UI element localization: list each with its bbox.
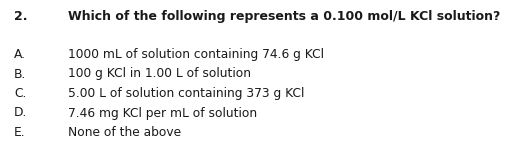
Text: 7.46 mg KCl per mL of solution: 7.46 mg KCl per mL of solution xyxy=(68,106,257,119)
Text: 2.: 2. xyxy=(14,10,28,23)
Text: None of the above: None of the above xyxy=(68,126,181,139)
Text: 5.00 L of solution containing 373 g KCl: 5.00 L of solution containing 373 g KCl xyxy=(68,87,304,100)
Text: A.: A. xyxy=(14,48,26,61)
Text: D.: D. xyxy=(14,106,28,119)
Text: C.: C. xyxy=(14,87,27,100)
Text: 100 g KCl in 1.00 L of solution: 100 g KCl in 1.00 L of solution xyxy=(68,67,251,81)
Text: E.: E. xyxy=(14,126,25,139)
Text: B.: B. xyxy=(14,67,27,81)
Text: 1000 mL of solution containing 74.6 g KCl: 1000 mL of solution containing 74.6 g KC… xyxy=(68,48,324,61)
Text: Which of the following represents a 0.100 mol/L KCl solution?: Which of the following represents a 0.10… xyxy=(68,10,500,23)
